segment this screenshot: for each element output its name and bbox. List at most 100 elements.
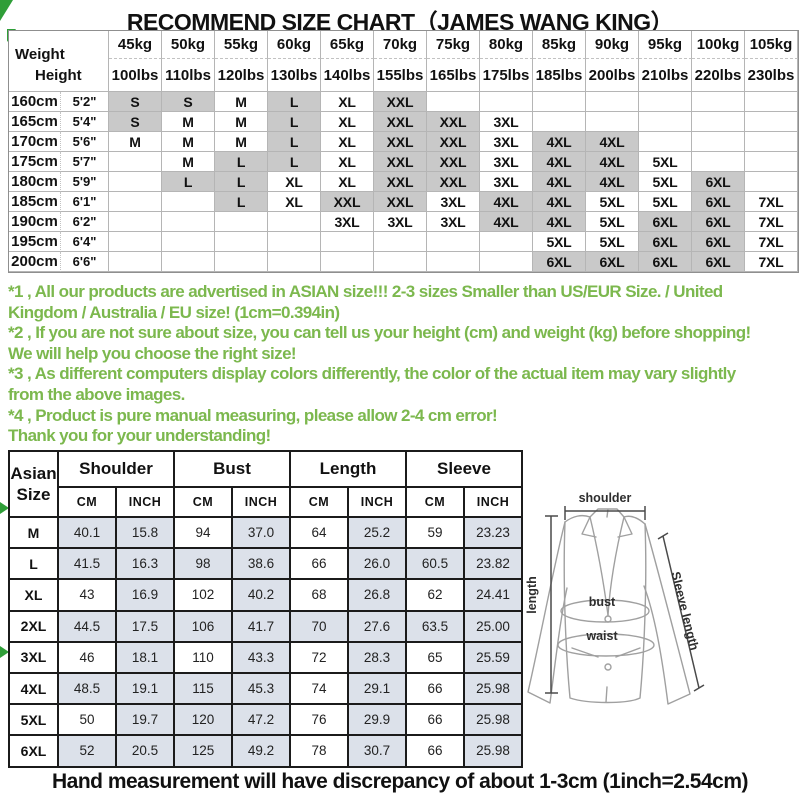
empty-size-cell bbox=[586, 112, 639, 132]
measure-value-cell: 43 bbox=[59, 580, 115, 610]
measure-value-cell: 17.5 bbox=[117, 611, 173, 641]
weight-kg-header: 65kg bbox=[321, 31, 374, 59]
weight-kg-header: 105kg bbox=[745, 31, 798, 59]
empty-size-cell bbox=[692, 132, 745, 152]
size-cell: 3XL bbox=[321, 212, 374, 232]
height-cm-label: 195cm bbox=[9, 232, 61, 252]
size-cell: XL bbox=[321, 132, 374, 152]
measure-group-header: Sleeve bbox=[407, 452, 521, 486]
measure-value-cell: 40.2 bbox=[233, 580, 289, 610]
waist-label: waist bbox=[585, 629, 618, 643]
weight-kg-header: 75kg bbox=[427, 31, 480, 59]
measure-value-cell: 24.41 bbox=[465, 580, 521, 610]
empty-size-cell bbox=[427, 252, 480, 272]
measure-value-cell: 72 bbox=[291, 642, 347, 672]
size-cell: M bbox=[215, 112, 268, 132]
measure-value-cell: 41.5 bbox=[59, 549, 115, 579]
size-cell: 4XL bbox=[480, 192, 533, 212]
size-cell: XXL bbox=[427, 132, 480, 152]
unit-header: INCH bbox=[349, 488, 405, 516]
empty-size-cell bbox=[109, 152, 162, 172]
measure-value-cell: 47.2 bbox=[233, 705, 289, 735]
measure-value-cell: 64 bbox=[291, 518, 347, 548]
size-cell: L bbox=[268, 132, 321, 152]
size-cell: M bbox=[215, 92, 268, 112]
measure-value-cell: 37.0 bbox=[233, 518, 289, 548]
height-cm-label: 165cm bbox=[9, 112, 61, 132]
measure-value-cell: 23.23 bbox=[465, 518, 521, 548]
measure-value-cell: 30.7 bbox=[349, 736, 405, 766]
size-cell: 6XL bbox=[639, 212, 692, 232]
measure-value-cell: 78 bbox=[291, 736, 347, 766]
empty-size-cell bbox=[745, 112, 798, 132]
height-ft-label: 5'6" bbox=[61, 132, 109, 152]
weight-lbs-header: 120lbs bbox=[215, 59, 268, 92]
note-line: *3 , As different computers display colo… bbox=[8, 364, 736, 384]
measure-value-cell: 29.9 bbox=[349, 705, 405, 735]
size-cell: M bbox=[162, 132, 215, 152]
size-cell: S bbox=[109, 92, 162, 112]
size-cell: 6XL bbox=[692, 252, 745, 272]
footer-note: Hand measurement will have discrepancy o… bbox=[51, 770, 749, 793]
measure-value-cell: 18.1 bbox=[117, 642, 173, 672]
corner-weight-label: Weight bbox=[15, 46, 65, 63]
empty-size-cell bbox=[374, 232, 427, 252]
measure-value-cell: 106 bbox=[175, 611, 231, 641]
empty-size-cell bbox=[745, 172, 798, 192]
size-cell: 3XL bbox=[480, 152, 533, 172]
corner-ribbon-icon bbox=[0, 502, 9, 514]
size-cell: 4XL bbox=[533, 192, 586, 212]
measure-value-cell: 43.3 bbox=[233, 642, 289, 672]
empty-size-cell bbox=[109, 212, 162, 232]
weight-kg-header: 60kg bbox=[268, 31, 321, 59]
garment-measurement-table: Asian Size Shoulder Bust Length Sleeve CM INCH C… bbox=[8, 450, 523, 768]
size-cell: 6XL bbox=[533, 252, 586, 272]
empty-size-cell bbox=[109, 172, 162, 192]
size-row-label: XL bbox=[10, 580, 57, 610]
size-cell: 7XL bbox=[745, 212, 798, 232]
empty-size-cell bbox=[268, 252, 321, 272]
size-cell: XXL bbox=[427, 152, 480, 172]
size-cell: XXL bbox=[374, 92, 427, 112]
measure-value-cell: 98 bbox=[175, 549, 231, 579]
empty-size-cell bbox=[427, 92, 480, 112]
unit-header: INCH bbox=[117, 488, 173, 516]
size-row-label: 2XL bbox=[10, 611, 57, 641]
size-cell: 5XL bbox=[533, 232, 586, 252]
size-row-label: L bbox=[10, 549, 57, 579]
measure-value-cell: 40.1 bbox=[59, 518, 115, 548]
weight-height-size-matrix: Weight Height 45kg 50kg 55kg 60kg 65kg 70kg 75kg… bbox=[8, 30, 799, 273]
corner-ribbon-icon bbox=[0, 646, 9, 658]
size-cell: XXL bbox=[427, 172, 480, 192]
height-cm-label: 190cm bbox=[9, 212, 61, 232]
size-cell: 3XL bbox=[374, 212, 427, 232]
empty-size-cell bbox=[533, 92, 586, 112]
size-cell: XXL bbox=[374, 112, 427, 132]
weight-lbs-header: 110lbs bbox=[162, 59, 215, 92]
measure-value-cell: 20.5 bbox=[117, 736, 173, 766]
empty-size-cell bbox=[745, 152, 798, 172]
empty-size-cell bbox=[692, 112, 745, 132]
size-cell: XL bbox=[321, 112, 374, 132]
weight-lbs-header: 130lbs bbox=[268, 59, 321, 92]
height-cm-label: 170cm bbox=[9, 132, 61, 152]
measure-value-cell: 120 bbox=[175, 705, 231, 735]
weight-lbs-header: 140lbs bbox=[321, 59, 374, 92]
size-cell: 4XL bbox=[533, 212, 586, 232]
note-line: Kingdom / Australia / EU size! (1cm=0.39… bbox=[8, 302, 340, 322]
length-label: length bbox=[525, 576, 539, 614]
size-cell: XL bbox=[321, 92, 374, 112]
height-cm-label: 175cm bbox=[9, 152, 61, 172]
bust-label: bust bbox=[589, 595, 616, 609]
size-cell: 3XL bbox=[480, 112, 533, 132]
empty-size-cell bbox=[692, 152, 745, 172]
empty-size-cell bbox=[745, 132, 798, 152]
note-line: Thank you for your understanding! bbox=[8, 426, 271, 446]
size-cell: 5XL bbox=[586, 232, 639, 252]
measure-value-cell: 62 bbox=[407, 580, 463, 610]
size-cell: XL bbox=[268, 172, 321, 192]
size-cell: 5XL bbox=[586, 212, 639, 232]
size-cell: 5XL bbox=[586, 192, 639, 212]
height-ft-label: 6'4" bbox=[61, 232, 109, 252]
size-cell: 7XL bbox=[745, 252, 798, 272]
